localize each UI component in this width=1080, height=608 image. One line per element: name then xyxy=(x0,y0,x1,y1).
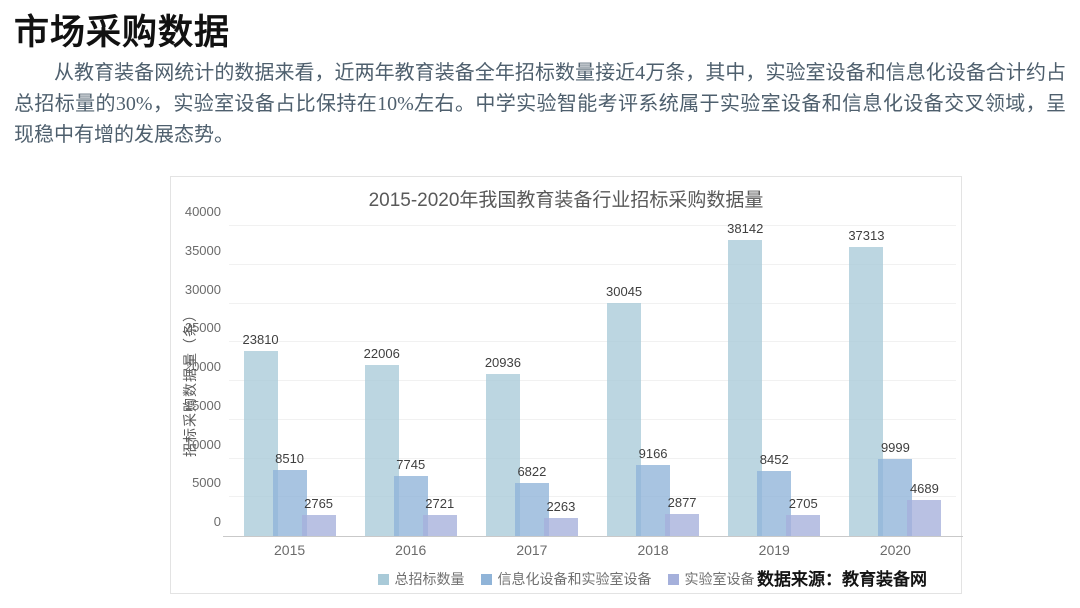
legend-swatch-icon xyxy=(667,573,679,585)
bar-信息化设备和实验室设备-2016 xyxy=(393,475,428,536)
y-tick-label-5000: 5000 xyxy=(192,475,221,491)
legend-item-信息化设备和实验室设备: 信息化设备和实验室设备 xyxy=(480,569,652,589)
legend: 总招标数量 信息化设备和实验室设备 实验室设备 xyxy=(171,569,961,589)
y-tick-label-10000: 10000 xyxy=(184,436,221,452)
bar-value-label-实验室设备-2016: 2721 xyxy=(425,495,455,511)
bar-value-label-总招标数量-2016: 22006 xyxy=(363,346,400,362)
bar-value-label-总招标数量-2015: 23810 xyxy=(242,332,279,348)
bar-总招标数量-2018 xyxy=(607,303,642,536)
bar-总招标数量-2020 xyxy=(849,246,884,536)
x-tick-label-2019: 2019 xyxy=(758,542,790,558)
bar-实验室设备-2015 xyxy=(301,514,336,536)
bar-总招标数量-2019 xyxy=(728,240,763,536)
y-tick-label-0: 0 xyxy=(213,514,221,529)
chart-title: 2015-2020年我国教育装备行业招标采购数据量 xyxy=(368,190,764,211)
gridline-5000 xyxy=(229,496,956,498)
bar-value-label-实验室设备-2018: 2877 xyxy=(667,494,697,510)
bar-value-label-信息化设备和实验室设备-2020: 9999 xyxy=(880,439,910,455)
x-tick-label-2017: 2017 xyxy=(516,542,548,558)
bar-value-label-信息化设备和实验室设备-2018: 9166 xyxy=(638,445,668,461)
bar-信息化设备和实验室设备-2018 xyxy=(636,464,671,536)
bar-实验室设备-2016 xyxy=(422,514,457,536)
bar-value-label-实验室设备-2015: 2765 xyxy=(304,495,334,511)
bar-实验室设备-2017 xyxy=(543,518,578,536)
gridline-35000 xyxy=(229,263,956,265)
bar-value-label-总招标数量-2018: 30045 xyxy=(606,284,643,300)
bar-value-label-实验室设备-2020: 4689 xyxy=(909,480,939,496)
legend-label: 信息化设备和实验室设备 xyxy=(497,571,652,587)
bar-value-label-信息化设备和实验室设备-2016: 7745 xyxy=(396,456,426,472)
bar-value-label-信息化设备和实验室设备-2015: 8510 xyxy=(275,451,305,467)
bar-总招标数量-2017 xyxy=(485,373,520,536)
x-tick-label-2020: 2020 xyxy=(879,542,911,558)
x-tick-label-2016: 2016 xyxy=(395,542,427,558)
gridline-10000 xyxy=(229,457,956,459)
gridline-15000 xyxy=(229,418,956,420)
intro-paragraph: 从教育装备网统计的数据来看，近两年教育装备全年招标数量接近4万条，其中，实验室设… xyxy=(14,62,1066,146)
gridline-40000 xyxy=(229,225,956,226)
y-tick-label-30000: 30000 xyxy=(184,281,221,297)
gridline-20000 xyxy=(229,380,956,381)
bar-value-label-信息化设备和实验室设备-2019: 8452 xyxy=(759,451,789,467)
bar-实验室设备-2020 xyxy=(907,499,942,536)
chart-card: 2015-2020年我国教育装备行业招标采购数据量 招标采购数据量（条） 0 50… xyxy=(170,176,963,594)
bar-value-label-实验室设备-2019: 2705 xyxy=(788,496,818,512)
bar-信息化设备和实验室设备-2020 xyxy=(878,458,913,536)
bar-信息化设备和实验室设备-2019 xyxy=(757,470,792,536)
bar-value-label-实验室设备-2017: 2263 xyxy=(546,499,576,515)
data-source-label: 数据来源：教育装备网 xyxy=(757,570,927,589)
bar-value-label-总招标数量-2019: 38142 xyxy=(727,221,764,237)
bar-实验室设备-2018 xyxy=(665,513,700,536)
bar-总招标数量-2015 xyxy=(243,351,278,536)
x-tick-label-2018: 2018 xyxy=(637,542,669,558)
bar-总招标数量-2016 xyxy=(364,365,399,536)
legend-swatch-icon xyxy=(377,573,389,585)
bar-信息化设备和实验室设备-2015 xyxy=(272,470,307,536)
y-tick-label-40000: 40000 xyxy=(184,204,221,219)
bar-value-label-总招标数量-2020: 37313 xyxy=(848,227,885,243)
x-tick-label-2015: 2015 xyxy=(274,542,306,558)
y-tick-label-15000: 15000 xyxy=(184,397,221,413)
bar-信息化设备和实验室设备-2017 xyxy=(514,483,549,536)
gridline-30000 xyxy=(229,302,956,304)
page-title: 市场采购数据 xyxy=(14,13,231,52)
bar-实验室设备-2019 xyxy=(786,515,821,536)
legend-label: 总招标数量 xyxy=(394,571,465,587)
y-tick-label-20000: 20000 xyxy=(184,359,221,374)
y-tick-label-25000: 25000 xyxy=(184,320,221,336)
legend-swatch-icon xyxy=(480,573,492,585)
legend-label: 实验室设备 xyxy=(684,571,755,587)
bar-value-label-信息化设备和实验室设备-2017: 6822 xyxy=(517,464,547,480)
legend-item-总招标数量: 总招标数量 xyxy=(377,569,465,589)
legend-item-实验室设备: 实验室设备 xyxy=(667,569,755,589)
plot-area: 0 5000 10000 15000 20000 25000 30000 35000 40000… xyxy=(185,204,963,558)
y-tick-label-35000: 35000 xyxy=(184,242,221,258)
x-axis-line xyxy=(223,536,963,537)
bar-value-label-总招标数量-2017: 20936 xyxy=(484,354,521,370)
gridline-25000 xyxy=(229,341,956,343)
